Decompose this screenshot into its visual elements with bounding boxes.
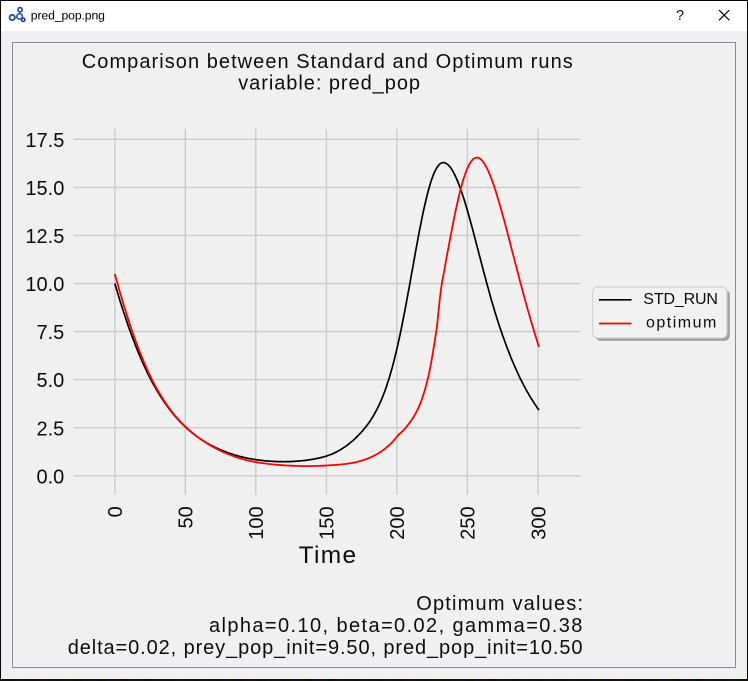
svg-text:pred_pop.png: pred_pop.png xyxy=(31,8,105,22)
svg-text:300: 300 xyxy=(528,506,550,539)
svg-text:delta=0.02, prey_pop_init=9.50: delta=0.02, prey_pop_init=9.50, pred_pop… xyxy=(68,637,584,659)
svg-text:0: 0 xyxy=(105,506,127,517)
svg-text:250: 250 xyxy=(458,506,480,539)
svg-text:optimum: optimum xyxy=(646,315,718,332)
svg-text:0.0: 0.0 xyxy=(37,466,65,488)
svg-text:Time: Time xyxy=(299,542,358,569)
svg-text:Optimum values:: Optimum values: xyxy=(416,593,584,615)
svg-text:15.0: 15.0 xyxy=(25,178,64,200)
svg-text:50: 50 xyxy=(176,506,198,528)
svg-text:STD_RUN: STD_RUN xyxy=(643,291,718,308)
svg-text:10.0: 10.0 xyxy=(25,274,64,296)
svg-text:2.5: 2.5 xyxy=(37,418,65,440)
svg-text:7.5: 7.5 xyxy=(37,322,65,344)
svg-text:variable: pred_pop: variable: pred_pop xyxy=(238,73,421,95)
svg-text:100: 100 xyxy=(246,506,268,539)
svg-text:5.0: 5.0 xyxy=(37,370,65,392)
svg-text:17.5: 17.5 xyxy=(25,130,64,152)
svg-text:alpha=0.10, beta=0.02, gamma=0: alpha=0.10, beta=0.02, gamma=0.38 xyxy=(209,615,584,637)
svg-text:150: 150 xyxy=(317,506,339,539)
svg-text:200: 200 xyxy=(387,506,409,539)
svg-text:Comparison between Standard an: Comparison between Standard and Optimum … xyxy=(82,51,574,73)
svg-text:12.5: 12.5 xyxy=(25,226,64,248)
svg-text:?: ? xyxy=(676,8,684,24)
